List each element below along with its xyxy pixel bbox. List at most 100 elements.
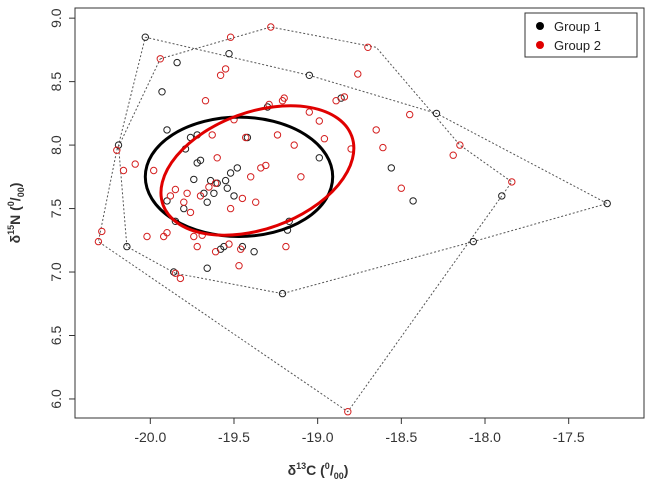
point-group-2 [320,135,329,143]
point-group-1 [193,159,201,167]
point-group-2 [211,248,220,256]
point-group-2 [282,242,290,251]
point-group-2 [235,262,243,270]
point-group-1 [603,199,611,208]
x-tick-label: -19.5 [218,429,250,445]
point-group-1 [387,164,395,172]
point-group-2 [315,117,323,125]
point-group-1 [158,88,166,96]
x-tick-label: -18.5 [385,429,417,445]
convex-hulls [97,26,609,413]
point-group-2 [221,65,230,73]
point-group-2 [211,179,220,187]
point-group-2 [171,185,180,194]
point-group-2 [305,108,313,116]
y-tick-label: 7.5 [48,199,64,219]
point-group-1 [173,58,181,67]
legend-marker-group-2 [536,41,544,49]
y-tick-label: 6.5 [48,326,64,346]
y-tick-label: 7.0 [48,262,64,282]
point-group-2 [344,408,352,416]
x-axis: -20.0 -19.5 -19.0 -18.5 -18.0 -17.5 [134,418,585,445]
point-group-2 [201,97,210,105]
point-group-2 [176,274,185,283]
point-group-2 [290,141,298,149]
point-group-1 [221,176,230,185]
point-group-1 [223,184,232,192]
point-group-2 [213,154,221,162]
point-group-2 [193,242,201,251]
ellipse-group-1 [143,115,335,239]
point-group-1 [233,164,242,172]
point-group-2 [225,240,233,248]
point-group-1 [163,197,171,205]
point-group-2 [354,70,362,78]
point-group-1 [203,264,211,272]
x-tick-label: -19.0 [302,429,334,445]
point-group-2 [186,208,195,217]
point-group-2 [183,189,191,198]
point-group-2 [190,232,198,241]
point-group-2 [180,198,188,206]
point-group-2 [340,93,349,101]
legend-label-group-2: Group 2 [554,38,601,53]
point-group-2 [262,161,270,170]
point-group-2 [94,237,103,246]
point-group-2 [163,229,171,237]
ellipse-group-2 [159,104,356,237]
point-group-2 [238,194,247,203]
x-tick-label: -20.0 [134,429,166,445]
point-group-1 [170,268,178,276]
point-group-2 [332,97,340,105]
point-group-2 [196,192,205,200]
point-group-2 [242,133,250,142]
point-group-2 [143,232,151,241]
point-group-1 [123,242,131,251]
legend-label-group-1: Group 1 [554,19,601,34]
point-group-2 [226,33,235,41]
point-group-2 [156,55,165,63]
point-group-1 [315,154,323,162]
point-group-2 [252,198,260,206]
point-group-2 [226,204,235,213]
hull-group-2 [97,26,513,413]
point-group-2 [237,245,245,253]
point-group-1 [210,189,218,198]
point-group-2 [379,143,387,152]
group-ellipses [143,104,356,239]
point-group-2 [247,173,255,181]
point-group-1 [225,50,233,58]
point-group-1 [114,141,123,149]
point-group-1 [432,109,441,118]
legend-box [524,12,638,58]
x-tick-label: -18.0 [469,429,501,445]
point-group-2 [216,71,225,80]
point-group-2 [456,141,464,149]
y-axis: 6.0 6.5 7.0 7.5 8.0 8.5 9.0 [48,8,75,409]
point-group-2 [150,166,158,175]
plot-frame [74,7,645,419]
point-group-1 [163,126,171,134]
point-group-1 [203,198,211,206]
point-group-2 [297,173,305,181]
point-group-2 [280,94,288,102]
legend: Group 1 Group 2 [524,12,638,58]
point-group-2 [98,227,106,236]
point-group-2 [273,131,282,139]
point-group-1 [409,197,417,205]
point-group-2 [397,184,405,192]
point-group-2 [267,23,275,31]
y-tick-label: 6.0 [48,389,64,409]
point-group-1 [469,237,477,246]
point-group-2 [372,126,380,134]
x-tick-label: -17.5 [553,429,585,445]
x-axis-title: δ13C (0/00) [288,461,349,481]
y-axis-title: δ15N (0/00) [6,183,26,244]
point-group-1 [498,192,506,200]
point-group-1 [226,169,235,177]
point-group-1 [141,33,150,41]
point-group-1 [190,175,198,184]
point-group-1 [180,204,188,213]
point-group-2 [205,183,213,191]
point-group-1 [230,192,238,200]
